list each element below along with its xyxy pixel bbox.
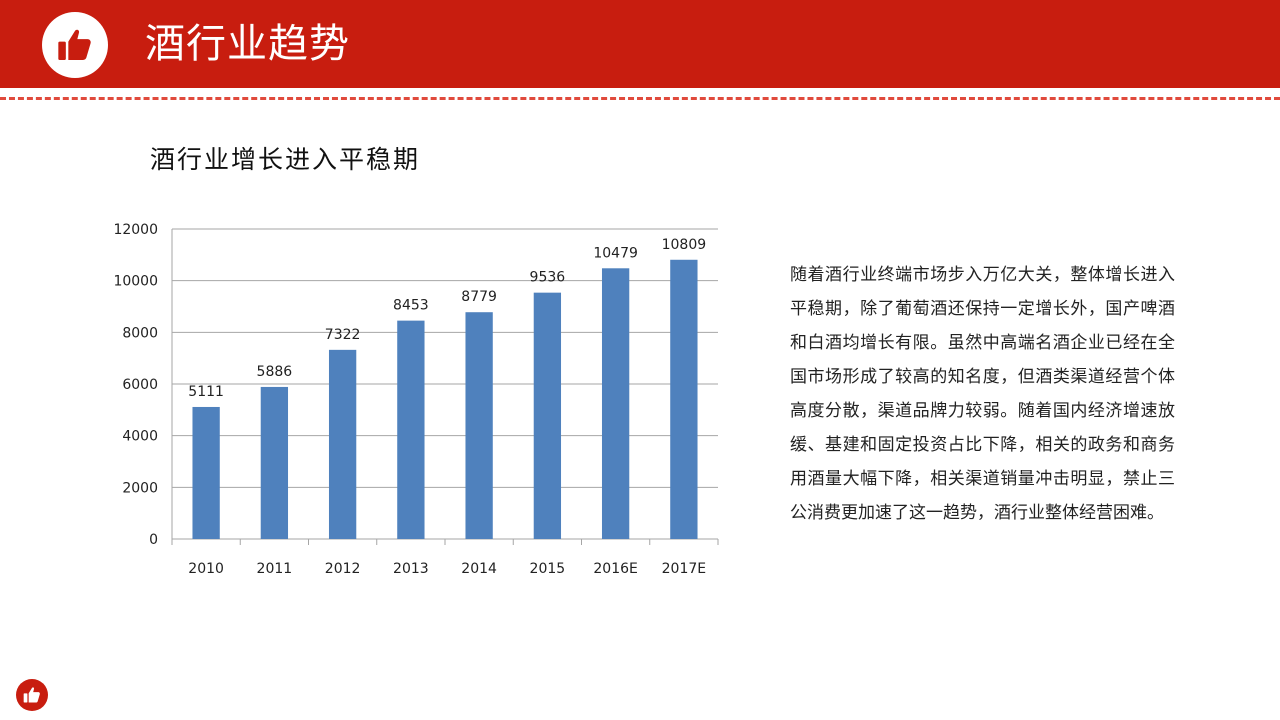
y-tick-label: 12000: [113, 222, 158, 238]
data-label: 10479: [593, 245, 638, 261]
header-logo: [42, 12, 108, 78]
bar: [601, 268, 630, 539]
header-bar: 酒行业趋势: [0, 0, 1280, 88]
bar: [328, 349, 357, 539]
x-tick-label: 2014: [461, 561, 497, 577]
footer-logo: [16, 679, 48, 711]
bar: [397, 320, 425, 539]
data-label: 10809: [662, 237, 707, 253]
thumbs-up-icon: [58, 29, 91, 60]
x-tick-label: 2013: [393, 561, 429, 577]
x-tick-label: 2012: [325, 561, 361, 577]
x-tick-label: 2017E: [662, 561, 706, 577]
bar: [533, 292, 562, 539]
y-tick-label: 8000: [122, 325, 158, 341]
page-title: 酒行业趋势: [145, 21, 350, 67]
description-text: 随着酒行业终端市场步入万亿大关，整体增长进入平稳期，除了葡萄酒还保持一定增长外，…: [790, 265, 1175, 523]
bar: [192, 406, 220, 539]
data-label: 5111: [188, 384, 224, 400]
bar: [670, 259, 698, 539]
bar: [465, 312, 493, 539]
bar: [260, 386, 289, 539]
data-label: 8453: [393, 298, 429, 314]
y-tick-label: 0: [149, 532, 158, 548]
x-tick-label: 2010: [188, 561, 224, 577]
data-label: 7322: [325, 327, 361, 343]
y-tick-label: 4000: [122, 429, 158, 445]
bar-chart: 0 2000 4000 6000 8000 10000 12000 5111 2010 5886 2…: [113, 222, 719, 577]
data-label: 8779: [461, 289, 497, 305]
data-label: 9536: [530, 270, 566, 286]
x-tick-label: 2016E: [593, 561, 637, 577]
chart-title: 酒行业增长进入平稳期: [150, 145, 421, 174]
y-tick-label: 10000: [113, 274, 158, 290]
data-label: 5886: [257, 364, 293, 380]
x-tick-label: 2015: [530, 561, 566, 577]
y-tick-label: 2000: [122, 480, 158, 496]
thumbs-up-icon: [23, 687, 40, 703]
y-tick-label: 6000: [122, 377, 158, 393]
header-divider: [0, 97, 1280, 100]
x-tick-label: 2011: [257, 561, 293, 577]
